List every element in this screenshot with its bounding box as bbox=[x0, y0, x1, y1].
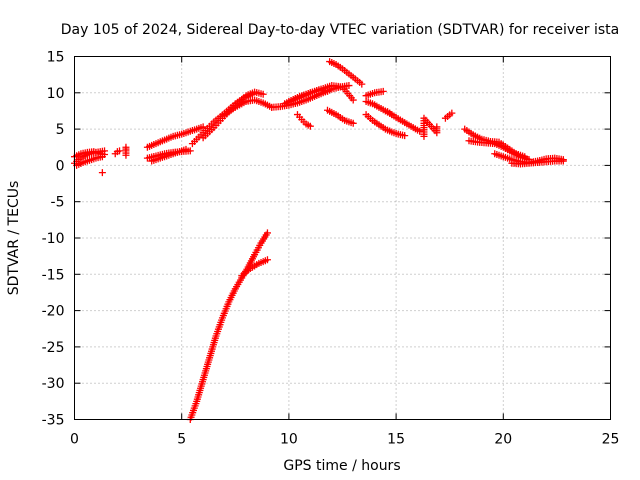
series-arc-10 bbox=[384, 108, 424, 135]
x-tick-label: 5 bbox=[177, 432, 186, 448]
x-tick-label: 20 bbox=[494, 432, 512, 448]
x-axis-title: GPS time / hours bbox=[283, 458, 400, 474]
data-point bbox=[98, 153, 106, 161]
series-arc-5b bbox=[199, 88, 267, 142]
series-arc-6 bbox=[186, 229, 271, 423]
data-point bbox=[116, 147, 124, 155]
y-tick-label: -25 bbox=[42, 340, 65, 356]
chart-title: Day 105 of 2024, Sidereal Day-to-day VTE… bbox=[61, 22, 619, 38]
plot-frame bbox=[74, 56, 611, 420]
series-arc-9c bbox=[362, 111, 409, 140]
data-point bbox=[122, 143, 130, 151]
series-arc-1c bbox=[73, 153, 106, 169]
data-point bbox=[186, 147, 194, 155]
y-tick-label: 5 bbox=[56, 122, 65, 138]
data-point bbox=[349, 96, 357, 104]
series-arc-11 bbox=[420, 114, 441, 140]
x-tick-label: 25 bbox=[602, 432, 620, 448]
x-tick-label: 0 bbox=[70, 432, 79, 448]
data-point bbox=[349, 119, 357, 127]
y-tick-label: 10 bbox=[47, 86, 65, 102]
data-point bbox=[358, 80, 366, 88]
data-point bbox=[416, 127, 424, 135]
data-point bbox=[433, 123, 441, 131]
series-arc-12 bbox=[441, 109, 456, 122]
series-arc-3 bbox=[122, 143, 130, 159]
series-arc-7d bbox=[293, 111, 314, 130]
y-axis-title: SDTVAR / TECUs bbox=[6, 181, 22, 296]
series-arc-4c bbox=[148, 145, 190, 165]
series-arc-7e bbox=[323, 106, 357, 127]
y-tick-label: -5 bbox=[51, 195, 65, 211]
y-tick-label: -20 bbox=[42, 304, 65, 320]
y-tick-label: 15 bbox=[47, 50, 65, 66]
data-point bbox=[306, 122, 314, 130]
data-point bbox=[263, 229, 271, 237]
series-arc-6b bbox=[238, 256, 271, 280]
data-point bbox=[448, 109, 456, 117]
series-outlier-1 bbox=[98, 169, 106, 177]
data-point bbox=[379, 87, 387, 95]
y-tick-label: -35 bbox=[42, 413, 65, 429]
series-arc-13d bbox=[508, 157, 567, 168]
series-arc-8 bbox=[326, 58, 366, 88]
x-tick-label: 10 bbox=[280, 432, 298, 448]
data-point bbox=[182, 145, 190, 153]
grid-lines bbox=[74, 56, 611, 420]
series-arc-4b bbox=[143, 123, 207, 151]
y-tick-labels: 15 10 5 0 -5 -10 -15 -20 -25 -30 -35 bbox=[42, 50, 65, 429]
y-tick-label: -30 bbox=[42, 376, 65, 392]
data-point bbox=[345, 82, 353, 90]
y-tick-label: -15 bbox=[42, 267, 65, 283]
series-arc-9a bbox=[362, 87, 387, 100]
series-arc-7c bbox=[281, 86, 331, 108]
data-series bbox=[71, 58, 567, 423]
data-point bbox=[98, 169, 106, 177]
series-arc-2 bbox=[111, 147, 124, 158]
y-tick-label: 0 bbox=[56, 158, 65, 174]
data-point bbox=[263, 256, 271, 264]
data-point bbox=[259, 90, 267, 98]
y-tick-label: -10 bbox=[42, 231, 65, 247]
x-tick-label: 15 bbox=[387, 432, 405, 448]
data-point bbox=[559, 157, 567, 165]
x-tick-labels: 0 5 10 15 20 25 bbox=[70, 432, 619, 448]
data-point bbox=[401, 132, 409, 140]
data-point bbox=[323, 87, 331, 95]
